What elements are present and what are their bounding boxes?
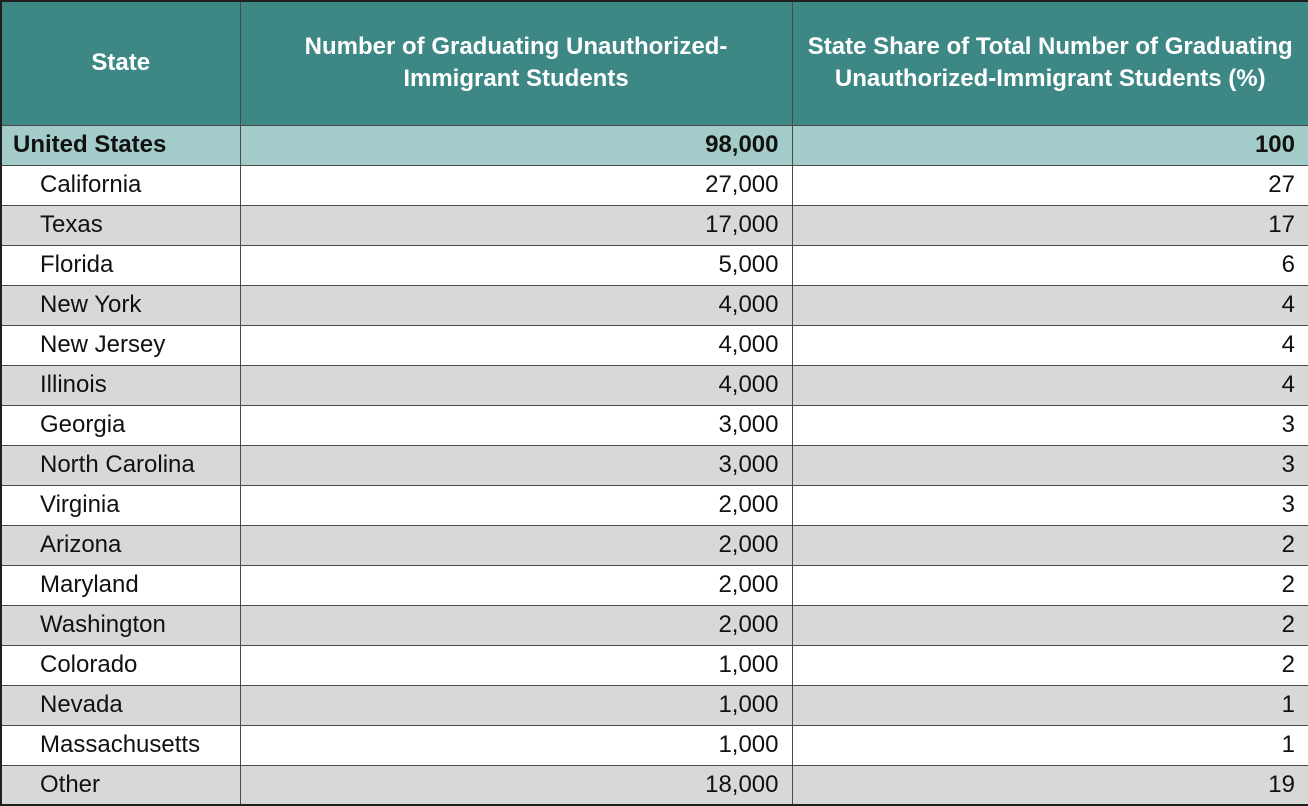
share-cell: 2	[791, 644, 1308, 686]
count-cell: 3,000	[239, 404, 793, 446]
share-cell: 19	[791, 764, 1308, 806]
count-cell: 1,000	[239, 724, 793, 766]
share-cell: 6	[791, 244, 1308, 286]
share-cell: 4	[791, 364, 1308, 406]
table-row: Arizona 2,000 2	[0, 524, 1308, 566]
share-cell: 2	[791, 564, 1308, 606]
state-cell: Massachusetts	[0, 724, 241, 766]
table-row: Nevada 1,000 1	[0, 684, 1308, 726]
total-count-cell: 98,000	[239, 124, 793, 166]
count-cell: 4,000	[239, 284, 793, 326]
table-row: Texas 17,000 17	[0, 204, 1308, 246]
count-cell: 5,000	[239, 244, 793, 286]
share-cell: 4	[791, 324, 1308, 366]
state-cell: Colorado	[0, 644, 241, 686]
table-row: California 27,000 27	[0, 164, 1308, 206]
table-row: Other 18,000 19	[0, 764, 1308, 806]
share-cell: 3	[791, 404, 1308, 446]
total-row: United States 98,000 100	[0, 124, 1308, 166]
share-cell: 3	[791, 484, 1308, 526]
count-cell: 2,000	[239, 484, 793, 526]
count-cell: 4,000	[239, 324, 793, 366]
state-cell: Arizona	[0, 524, 241, 566]
share-cell: 4	[791, 284, 1308, 326]
table-row: Georgia 3,000 3	[0, 404, 1308, 446]
count-cell: 1,000	[239, 644, 793, 686]
table-row: Colorado 1,000 2	[0, 644, 1308, 686]
table-row: Massachusetts 1,000 1	[0, 724, 1308, 766]
count-cell: 18,000	[239, 764, 793, 806]
share-cell: 2	[791, 604, 1308, 646]
state-cell: Georgia	[0, 404, 241, 446]
share-cell: 1	[791, 684, 1308, 726]
share-cell: 1	[791, 724, 1308, 766]
count-cell: 17,000	[239, 204, 793, 246]
header-state: State	[0, 0, 241, 126]
table-row: New York 4,000 4	[0, 284, 1308, 326]
table-row: Washington 2,000 2	[0, 604, 1308, 646]
count-cell: 3,000	[239, 444, 793, 486]
table-row: Virginia 2,000 3	[0, 484, 1308, 526]
table-header-row: State Number of Graduating Unauthorized-…	[0, 0, 1308, 126]
state-cell: New Jersey	[0, 324, 241, 366]
table-row: North Carolina 3,000 3	[0, 444, 1308, 486]
count-cell: 2,000	[239, 524, 793, 566]
share-cell: 2	[791, 524, 1308, 566]
state-cell: Washington	[0, 604, 241, 646]
table-row: Maryland 2,000 2	[0, 564, 1308, 606]
count-cell: 2,000	[239, 604, 793, 646]
total-state-cell: United States	[0, 124, 241, 166]
state-cell: Virginia	[0, 484, 241, 526]
table-row: Illinois 4,000 4	[0, 364, 1308, 406]
table-row: New Jersey 4,000 4	[0, 324, 1308, 366]
share-cell: 3	[791, 444, 1308, 486]
share-cell: 27	[791, 164, 1308, 206]
count-cell: 4,000	[239, 364, 793, 406]
table-row: Florida 5,000 6	[0, 244, 1308, 286]
state-cell: Florida	[0, 244, 241, 286]
table-body: United States 98,000 100 California 27,00…	[0, 124, 1308, 806]
state-cell: New York	[0, 284, 241, 326]
header-graduating-count: Number of Graduating Unauthorized-Immigr…	[239, 0, 793, 126]
state-cell: Texas	[0, 204, 241, 246]
share-cell: 17	[791, 204, 1308, 246]
state-cell: Maryland	[0, 564, 241, 606]
count-cell: 27,000	[239, 164, 793, 206]
count-cell: 1,000	[239, 684, 793, 726]
count-cell: 2,000	[239, 564, 793, 606]
header-state-share: State Share of Total Number of Graduatin…	[791, 0, 1308, 126]
state-cell: California	[0, 164, 241, 206]
state-cell: Illinois	[0, 364, 241, 406]
state-cell: Nevada	[0, 684, 241, 726]
state-cell: Other	[0, 764, 241, 806]
state-cell: North Carolina	[0, 444, 241, 486]
total-share-cell: 100	[791, 124, 1308, 166]
